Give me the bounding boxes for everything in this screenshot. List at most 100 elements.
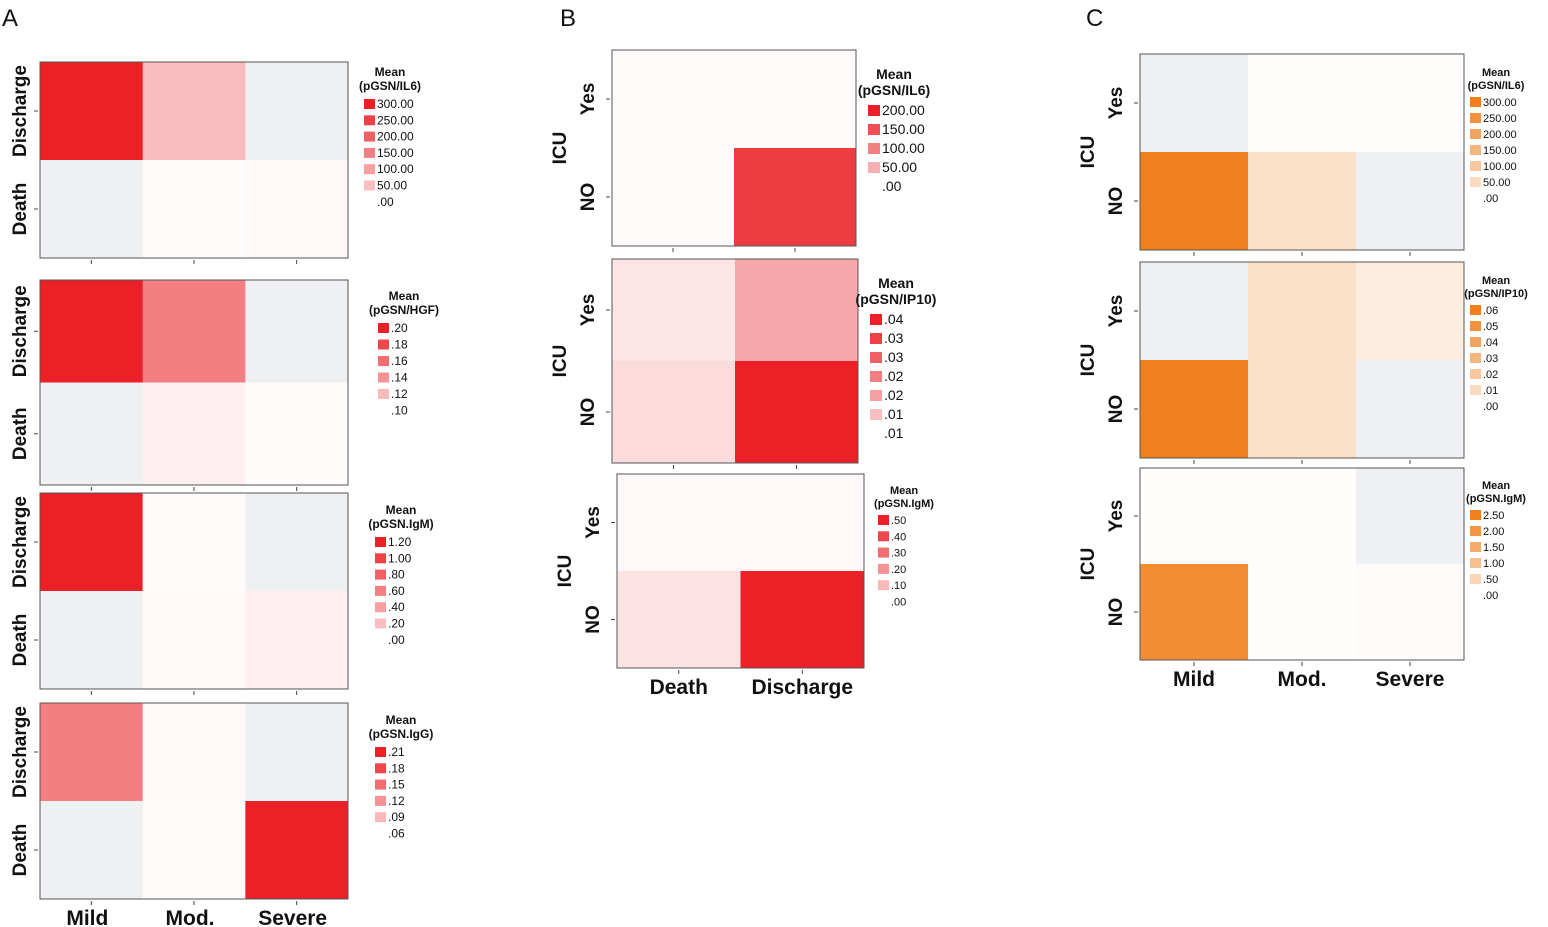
legend-label: 200.00 xyxy=(1483,129,1517,141)
legend-label: .16 xyxy=(391,354,408,368)
legend-swatch xyxy=(378,356,389,366)
heatmap-frame xyxy=(39,702,349,900)
legend-label: .02 xyxy=(884,387,904,403)
heatmap-cell xyxy=(1356,564,1465,661)
legend-label: 300.00 xyxy=(1483,97,1517,109)
row-group-label: ICU xyxy=(550,345,571,378)
legend-label: .40 xyxy=(388,600,405,614)
row-group-label: ICU xyxy=(1078,548,1099,581)
legend-label: 1.00 xyxy=(388,551,412,565)
legend-swatch xyxy=(870,409,882,420)
legend-label: .12 xyxy=(391,387,408,401)
legend-swatch xyxy=(868,162,880,173)
legend-title: (pGSN/IL6) xyxy=(359,79,421,93)
heatmap-frame xyxy=(39,279,349,486)
legend-label: .06 xyxy=(1483,305,1498,317)
legend-title: (pGSN/HGF) xyxy=(369,303,439,317)
legend-label: 200.00 xyxy=(377,130,414,144)
legend-7: Mean(pGSN.IgM) .50 .40 .30 .20 .10 .00 xyxy=(874,485,934,609)
legend-2: Mean(pGSN/HGF) .20 .18 .16 .14 .12 .10 xyxy=(369,289,439,418)
legend-swatch xyxy=(364,147,375,158)
legend-swatch xyxy=(1470,369,1481,379)
row-group-label: ICU xyxy=(555,555,576,588)
legend-label: .00 xyxy=(882,178,902,194)
row-label: Discharge xyxy=(10,65,31,157)
heatmap-cell xyxy=(1248,54,1357,153)
col-label: Mild xyxy=(1173,668,1215,691)
legend-label: .03 xyxy=(884,330,904,346)
legend-10: Mean(pGSN.IgM) 2.50 2.00 1.50 1.00 .50 .00 xyxy=(1466,480,1526,602)
heatmap-cell xyxy=(734,148,857,247)
heatmap-6: Yes NO ICU xyxy=(550,258,859,469)
col-label: Death xyxy=(650,676,708,699)
legend-label: .00 xyxy=(377,195,394,209)
legend-label: .14 xyxy=(391,371,408,385)
legend-title: Mean xyxy=(1482,275,1510,287)
heatmap-cell xyxy=(142,801,246,900)
legend-swatch xyxy=(870,352,882,363)
legend-1: Mean(pGSN/IL6) 300.00 250.00 200.00 150.00 10… xyxy=(359,65,421,209)
col-label: Severe xyxy=(258,907,327,927)
legend-label: .50 xyxy=(891,515,906,527)
legend-swatch xyxy=(375,763,386,774)
legend-label: .00 xyxy=(388,633,405,647)
legend-label: 150.00 xyxy=(377,146,414,160)
heatmap-frame xyxy=(1139,261,1465,459)
legend-label: .06 xyxy=(388,827,405,841)
heatmap-cell xyxy=(245,801,349,900)
heatmap-frame xyxy=(611,49,857,247)
legend-label: .10 xyxy=(391,404,408,418)
legend-label: .15 xyxy=(388,778,405,792)
legend-label: 150.00 xyxy=(882,121,925,137)
legend-label: .30 xyxy=(891,548,906,560)
legend-swatch xyxy=(870,390,882,401)
heatmap-10: Yes NO ICU Mild Mod. Severe xyxy=(1078,467,1465,691)
legend-label: 250.00 xyxy=(1483,113,1517,125)
legend-label: .00 xyxy=(1483,193,1498,205)
row-group-label: ICU xyxy=(550,132,571,165)
legend-swatch xyxy=(1470,113,1481,123)
row-label: Yes xyxy=(578,294,599,327)
legend-swatch xyxy=(878,563,889,574)
row-label: NO xyxy=(578,183,599,212)
legend-swatch xyxy=(878,580,889,591)
panel-letter-a: A xyxy=(2,5,18,32)
heatmap-cell xyxy=(612,50,735,149)
legend-label: 250.00 xyxy=(377,113,414,127)
legend-label: .50 xyxy=(1483,574,1498,586)
heatmap-cell xyxy=(1248,468,1357,565)
legend-6: Mean(pGSN/IP10) .04 .03 .03 .02 .02 .01 .01 xyxy=(856,275,937,441)
col-label: Mod. xyxy=(166,907,215,927)
heatmap-cell xyxy=(1140,564,1249,661)
legend-swatch xyxy=(1470,385,1481,395)
heatmap-cell xyxy=(40,801,144,900)
legend-swatch xyxy=(868,105,880,116)
legend-label: 50.00 xyxy=(1483,177,1511,189)
heatmap-cell xyxy=(40,382,144,486)
legend-title: Mean xyxy=(375,65,406,79)
heatmap-cell xyxy=(1248,262,1357,361)
legend-label: .02 xyxy=(1483,369,1498,381)
legend-label: .00 xyxy=(1483,401,1498,413)
legend-3: Mean(pGSN.IgM) 1.20 1.00 .80 .60 .40 .20 .00 xyxy=(368,503,433,647)
legend-swatch xyxy=(1470,526,1481,536)
heatmap-cell xyxy=(1356,468,1465,565)
heatmap-cell xyxy=(142,62,246,161)
legend-swatch xyxy=(364,115,375,126)
row-label: Yes xyxy=(578,83,599,116)
heatmap-cell xyxy=(245,493,349,592)
legend-label: .03 xyxy=(884,349,904,365)
heatmap-frame xyxy=(616,473,865,669)
legend-swatch xyxy=(1470,510,1481,520)
legend-label: .20 xyxy=(388,617,405,631)
legend-label: 150.00 xyxy=(1483,145,1517,157)
legend-label: 200.00 xyxy=(882,102,925,118)
legend-9: Mean(pGSN/IP10) .06 .05 .04 .03 .02 .01 .00 xyxy=(1464,275,1528,413)
col-label: Discharge xyxy=(751,676,853,699)
legend-swatch xyxy=(1470,542,1481,552)
legend-4: Mean(pGSN.IgG) .21 .18 .15 .12 .09 .06 xyxy=(369,713,434,841)
legend-label: .05 xyxy=(1483,321,1498,333)
legend-label: .03 xyxy=(1483,353,1498,365)
legend-5: Mean(pGSN/IL6) 200.00 150.00 100.00 50.00 .00 xyxy=(858,66,930,194)
legend-swatch xyxy=(1470,574,1481,584)
